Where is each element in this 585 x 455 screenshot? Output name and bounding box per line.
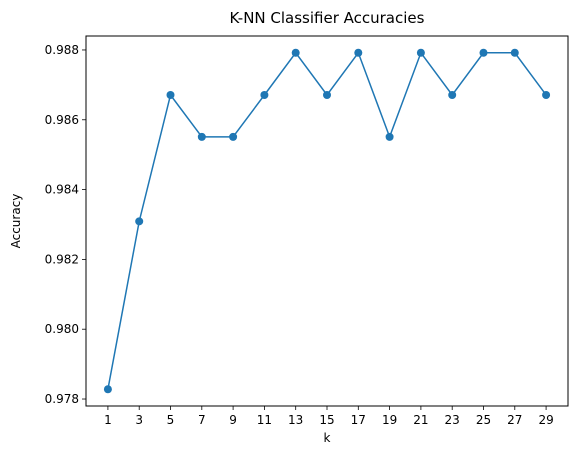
y-tick-label: 0.988 [45, 43, 79, 57]
x-tick-label: 27 [507, 413, 522, 427]
plot-area: 1 3 5 7 9 11 13 15 17 19 21 23 25 27 29 0.9780.9800.98… [45, 36, 568, 427]
x-tick-label: 25 [476, 413, 491, 427]
data-point [354, 49, 362, 57]
x-tick-label: 17 [351, 413, 366, 427]
y-axis-label: Accuracy [9, 194, 23, 249]
y-tick-label: 0.980 [45, 322, 79, 336]
data-point [260, 91, 268, 99]
y-tick-label: 0.978 [45, 392, 79, 406]
data-point [104, 385, 112, 393]
chart-title: K-NN Classifier Accuracies [230, 9, 425, 27]
data-point [292, 49, 300, 57]
x-tick-label: 13 [288, 413, 303, 427]
y-axis: 0.978 0.980 0.982 0.984 0.986 0.988 [45, 43, 86, 406]
data-point [229, 133, 237, 141]
data-point [448, 91, 456, 99]
data-point [198, 133, 206, 141]
x-tick-label: 9 [229, 413, 237, 427]
data-point [511, 49, 519, 57]
x-tick-label: 3 [135, 413, 143, 427]
y-tick-label: 0.982 [45, 252, 79, 266]
series-accuracy [104, 49, 550, 393]
series-line [108, 53, 546, 389]
x-tick-label: 19 [382, 413, 397, 427]
data-point [542, 91, 550, 99]
x-tick-label: 15 [319, 413, 334, 427]
x-tick-label: 5 [167, 413, 175, 427]
x-axis-label: k [324, 431, 331, 445]
x-tick-label: 21 [413, 413, 428, 427]
y-tick-label: 0.986 [45, 113, 79, 127]
x-tick-label: 11 [257, 413, 272, 427]
data-point [386, 133, 394, 141]
data-point [135, 217, 143, 225]
x-tick-label: 23 [445, 413, 460, 427]
data-point [167, 91, 175, 99]
x-tick-label: 1 [104, 413, 112, 427]
x-axis: 1 3 5 7 9 11 13 15 17 19 21 23 25 27 29 [104, 406, 554, 427]
data-point [417, 49, 425, 57]
data-point [479, 49, 487, 57]
data-point [323, 91, 331, 99]
x-tick-label: 29 [538, 413, 553, 427]
y-tick-label: 0.984 [45, 183, 79, 197]
x-tick-label: 7 [198, 413, 206, 427]
